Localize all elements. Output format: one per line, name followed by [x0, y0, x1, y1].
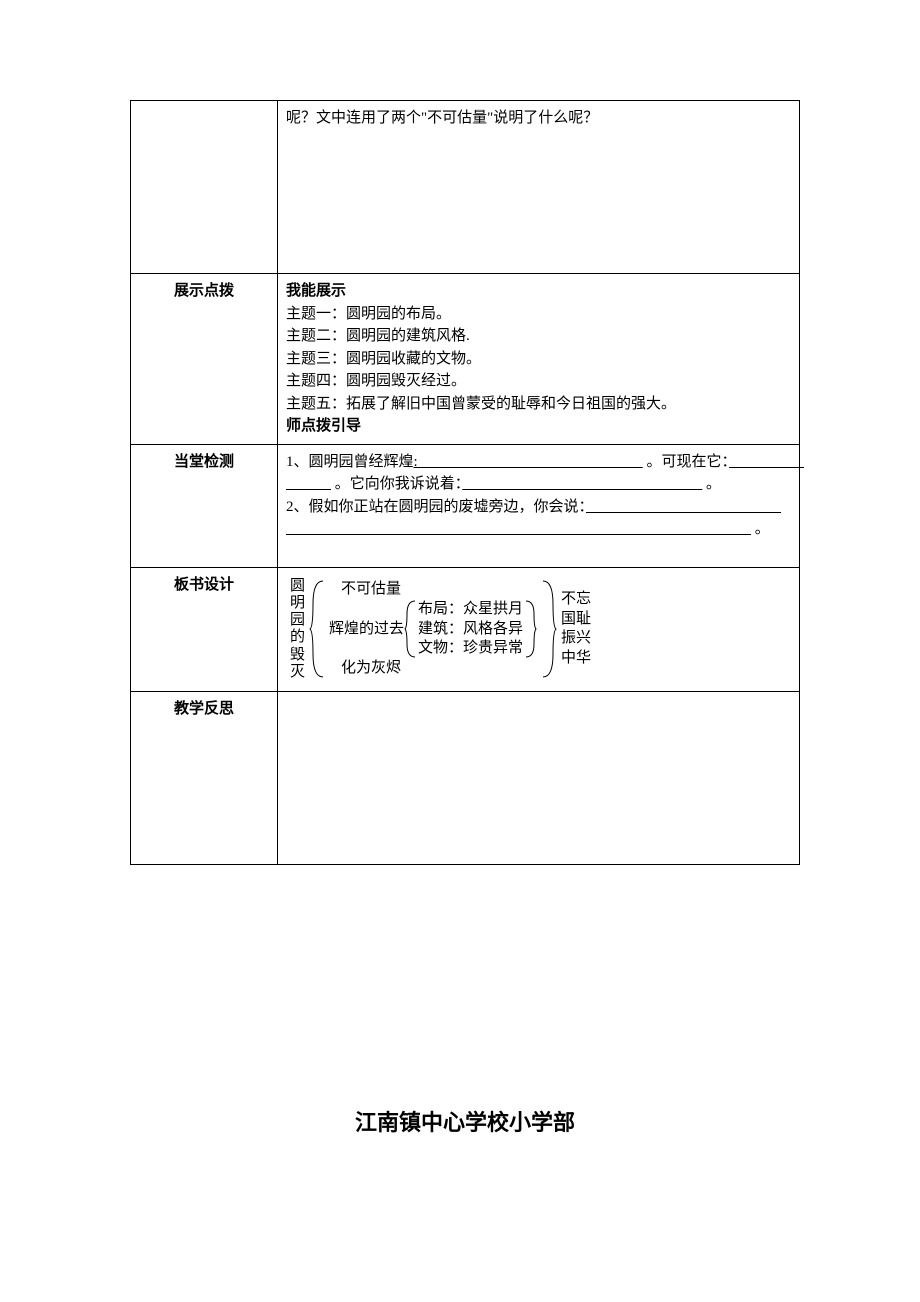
board-right-vertical: 不忘 国耻 振兴 中华 [561, 590, 591, 668]
mid-left-brace-icon [404, 599, 418, 659]
row5-label: 教学反思 [131, 692, 278, 865]
sub-line: 建筑：风格各异 [418, 620, 523, 640]
v-char: 毁 [290, 647, 305, 664]
row4-label: 板书设计 [131, 567, 278, 692]
q1b: 。可现在它： [646, 454, 729, 470]
v-char: 明 [290, 595, 305, 612]
board-top: 不可估量 [329, 580, 537, 600]
table-row: 展示点拨 我能展示 主题一：圆明园的布局。 主题二：圆明园的建筑风格. 主题三：… [131, 274, 800, 445]
topic-1: 主题一：圆明园的布局。 [286, 303, 791, 326]
row2-content: 我能展示 主题一：圆明园的布局。 主题二：圆明园的建筑风格. 主题三：圆明园收藏… [278, 274, 800, 445]
topic-2: 主题二：圆明园的建筑风格. [286, 325, 791, 348]
row1-text: 呢？文中连用了两个"不可估量"说明了什么呢？ [286, 110, 598, 126]
board-middle: 不可估量 辉煌的过去 布局：众星拱月 建筑：风格各异 文物：珍贵异常 化为灰烬 [329, 580, 537, 679]
row3-content: 1、圆明园曾经辉煌: 。可现在它： 。它向你我诉说着： 。 2、假如你正站在圆明… [278, 444, 800, 567]
board-bot: 化为灰烬 [329, 659, 537, 679]
v-char: 灭 [290, 664, 305, 681]
r-line: 国耻 [561, 610, 591, 630]
row4-content: 圆 明 园 的 毁 灭 不可估量 辉煌的过去 [278, 567, 800, 692]
r-line: 振兴 [561, 629, 591, 649]
v-char: 圆 [290, 578, 305, 595]
lesson-table: 呢？文中连用了两个"不可估量"说明了什么呢？ 展示点拨 我能展示 主题一：圆明园… [130, 100, 800, 865]
board-left-vertical: 圆 明 园 的 毁 灭 [290, 578, 305, 682]
sub-line: 布局：众星拱月 [418, 600, 523, 620]
v-char: 的 [290, 629, 305, 646]
q2b: 。 [755, 521, 770, 537]
row2-label: 展示点拨 [131, 274, 278, 445]
page-footer: 江南镇中心学校小学部 [130, 1105, 800, 1137]
q1-line2: 。它向你我诉说着： 。 [286, 473, 791, 496]
left-brace-icon [309, 579, 327, 679]
board-center: 辉煌的过去 布局：众星拱月 建筑：风格各异 文物：珍贵异常 [329, 599, 537, 659]
row3-label: 当堂检测 [131, 444, 278, 567]
row1-col3 [653, 101, 800, 274]
row1-label [131, 101, 278, 274]
r-line: 不忘 [561, 590, 591, 610]
row5-content [278, 692, 800, 865]
table-row: 教学反思 [131, 692, 800, 865]
right-brace-icon [539, 579, 557, 679]
topic-5: 主题五：拓展了解旧中国曾蒙受的耻辱和今日祖国的强大。 [286, 393, 791, 416]
q1c: 。它向你我诉说着： [335, 476, 463, 492]
q2a: 2、假如你正站在圆明园的废墟旁边，你会说： [286, 499, 586, 515]
row2-lead: 我能展示 [286, 280, 791, 303]
table-row: 当堂检测 1、圆明园曾经辉煌: 。可现在它： 。它向你我诉说着： 。 2、假如你… [131, 444, 800, 567]
mid-right-brace-icon [523, 599, 537, 659]
v-char: 园 [290, 612, 305, 629]
row2-tail: 师点拨引导 [286, 415, 791, 438]
q2-line: 2、假如你正站在圆明园的废墟旁边，你会说： [286, 496, 791, 519]
board-design: 圆 明 园 的 毁 灭 不可估量 辉煌的过去 [286, 574, 791, 686]
row1-col2: 呢？文中连用了两个"不可估量"说明了什么呢？ [278, 101, 654, 274]
r-line: 中华 [561, 649, 591, 669]
sub-lines: 布局：众星拱月 建筑：风格各异 文物：珍贵异常 [418, 600, 523, 659]
q2-line2: 。 [286, 518, 791, 541]
topic-4: 主题四：圆明园毁灭经过。 [286, 370, 791, 393]
q1a: 1、圆明园曾经辉煌 [286, 454, 414, 470]
q1d: 。 [706, 476, 721, 492]
table-row: 板书设计 圆 明 园 的 毁 灭 不可估量 辉煌的过去 [131, 567, 800, 692]
sub-line: 文物：珍贵异常 [418, 639, 523, 659]
topic-3: 主题三：圆明园收藏的文物。 [286, 348, 791, 371]
mid-label: 辉煌的过去 [329, 620, 404, 640]
page: 呢？文中连用了两个"不可估量"说明了什么呢？ 展示点拨 我能展示 主题一：圆明园… [0, 0, 920, 1177]
q1-line: 1、圆明园曾经辉煌: 。可现在它： [286, 451, 791, 474]
table-row: 呢？文中连用了两个"不可估量"说明了什么呢？ [131, 101, 800, 274]
